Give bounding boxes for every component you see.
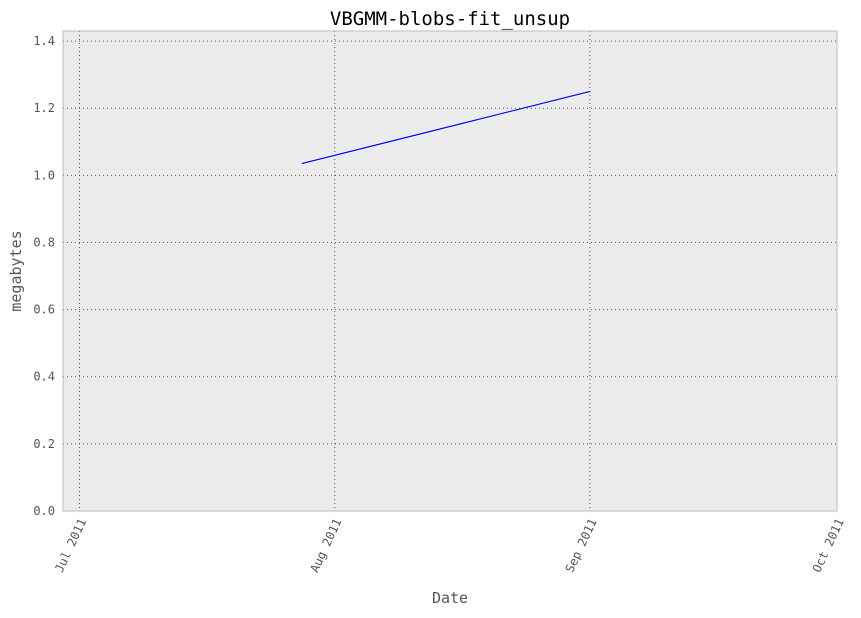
x-tick-label: Jul 2011 — [52, 516, 89, 574]
chart-title: VBGMM-blobs-fit_unsup — [330, 8, 570, 30]
plot-frame — [62, 30, 838, 512]
y-tick-label: 0.0 — [33, 504, 55, 518]
series-line — [301, 90, 591, 165]
series-layer — [301, 90, 591, 165]
x-tick-label: Sep 2011 — [563, 516, 600, 574]
y-tick-label: 1.0 — [33, 168, 55, 182]
y-tick-label: 0.4 — [33, 370, 55, 384]
x-axis-label: Date — [432, 589, 468, 607]
grid-lines — [63, 31, 838, 511]
y-axis-label: megabytes — [7, 230, 25, 311]
y-tick-label: 1.2 — [33, 101, 55, 115]
plot-area — [63, 31, 837, 511]
y-tick-label: 1.4 — [33, 34, 55, 48]
y-tick-label: 0.8 — [33, 235, 55, 249]
x-tick-label: Aug 2011 — [307, 516, 344, 574]
x-tick-label: Oct 2011 — [810, 516, 847, 574]
y-tick-label: 0.6 — [33, 303, 55, 317]
y-tick-label: 0.2 — [33, 437, 55, 451]
